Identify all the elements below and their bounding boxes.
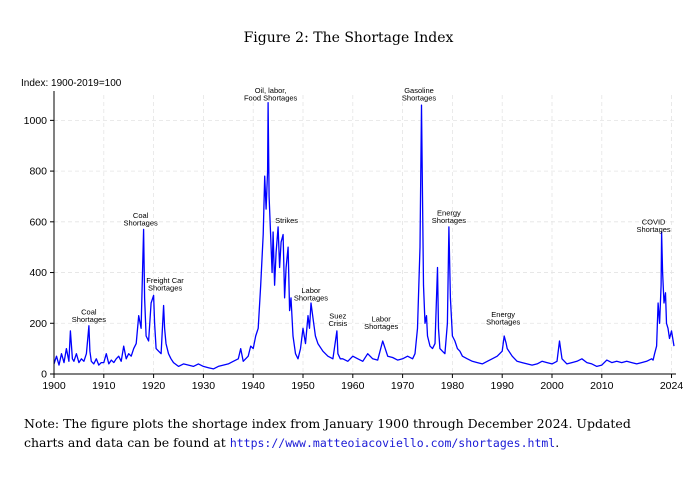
- annotation-label: Food Shortages: [244, 94, 298, 103]
- x-tick-label: 1990: [491, 380, 515, 392]
- annotation-label: Gasoline: [404, 86, 434, 95]
- x-tick-label: 1980: [441, 380, 465, 392]
- annotation-label: Crisis: [328, 319, 347, 328]
- annotation-label: Coal: [81, 308, 97, 317]
- note-text-end: .: [555, 435, 560, 450]
- x-tick-label: 1930: [192, 380, 216, 392]
- x-tick-label: 2024: [660, 380, 684, 392]
- x-tick-label: 1910: [92, 380, 116, 392]
- note-text-line2: charts and data can be found at: [24, 435, 230, 450]
- annotation-label: Shortages: [124, 219, 158, 228]
- annotation-label: COVID: [642, 217, 666, 226]
- annotation-label: Shortages: [72, 315, 106, 324]
- annotation-label: Oil, labor,: [255, 86, 287, 95]
- x-tick-label: 1950: [291, 380, 315, 392]
- shortages-data-link[interactable]: https://www.matteoiacoviello.com/shortag…: [229, 436, 556, 450]
- annotation-label: Shortages: [294, 293, 328, 302]
- x-tick-label: 1960: [341, 380, 365, 392]
- figure-title: Figure 2: The Shortage Index: [243, 30, 454, 46]
- annotation-label: Suez: [329, 311, 346, 320]
- y-tick-label: 400: [29, 267, 47, 279]
- annotation-label: Labor: [301, 286, 321, 295]
- annotation-label: Freight Car: [146, 276, 184, 285]
- annotation-label: Shortages: [402, 94, 436, 103]
- annotation-label: Shortages: [364, 322, 398, 331]
- shortage-index-line: [53, 101, 675, 370]
- annotation-label: Energy: [491, 310, 515, 319]
- annotation-label: Strikes: [275, 216, 298, 225]
- y-tick-label: 0: [41, 369, 47, 381]
- y-tick-label: 1000: [24, 115, 48, 127]
- x-tick-label: 1920: [142, 380, 166, 392]
- y-tick-label: 600: [29, 216, 47, 228]
- note-text-line1: Note: The figure plots the shortage inde…: [24, 416, 631, 431]
- y-tick-label: 200: [29, 318, 47, 330]
- y-axis-unit-label: Index: 1900-2019=100: [21, 78, 122, 89]
- annotation-label: Coal: [133, 211, 149, 220]
- annotation-label: Labor: [372, 314, 392, 323]
- annotation-label: Shortages: [148, 283, 182, 292]
- annotation-label: Shortages: [486, 318, 520, 327]
- annotation-label: Shortages: [636, 225, 670, 234]
- x-tick-label: 2010: [590, 380, 614, 392]
- annotation-label: Shortages: [432, 216, 466, 225]
- x-tick-label: 1970: [391, 380, 415, 392]
- grid-lines: [53, 95, 676, 375]
- y-tick-label: 800: [29, 166, 47, 178]
- axes: 0 200 400 600 800 1000 1900 1910 1920 1930 1940 195…: [24, 91, 684, 392]
- x-tick-label: 1900: [42, 380, 66, 392]
- annotation-label: Energy: [437, 209, 461, 218]
- x-tick-label: 2000: [540, 380, 564, 392]
- figure-note: Note: The figure plots the shortage inde…: [24, 414, 684, 453]
- x-tick-label: 1940: [242, 380, 266, 392]
- shortage-index-chart: 0 200 400 600 800 1000 1900 1910 1920 1930 1940 195…: [24, 86, 684, 392]
